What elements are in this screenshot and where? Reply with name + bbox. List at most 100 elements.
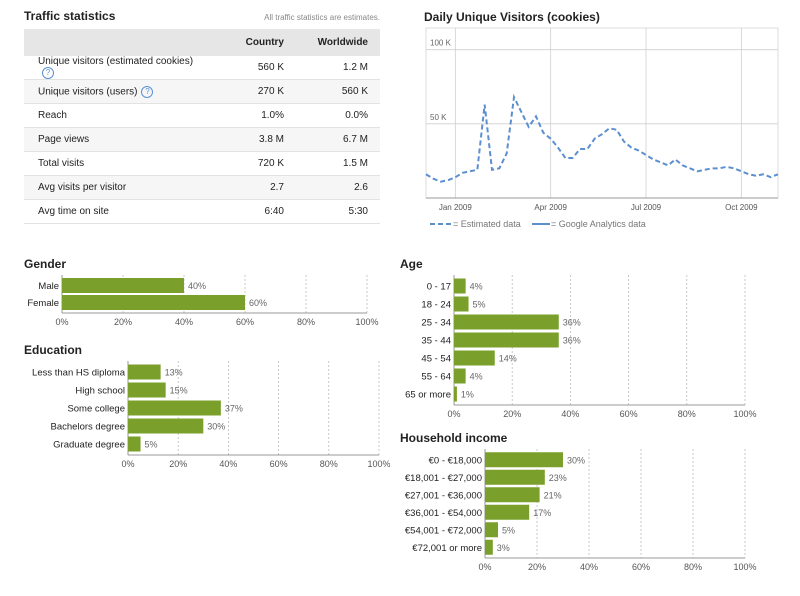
category-label: 35 - 44 xyxy=(421,336,451,347)
bar-value-label: 23% xyxy=(549,473,567,483)
category-label: 25 - 34 xyxy=(421,318,451,329)
bar xyxy=(454,296,469,312)
bar-value-label: 5% xyxy=(473,300,486,310)
bar xyxy=(485,522,498,538)
plot-frame xyxy=(425,27,779,199)
household-income-chart: Household income 0% 20% 40% 60% 80% 100% €0 - €… xyxy=(400,431,757,572)
category-label: 0 - 17 xyxy=(427,282,451,293)
bar-value-label: 4% xyxy=(470,282,483,292)
bar-value-label: 5% xyxy=(502,525,515,535)
country-value: 270 K xyxy=(214,79,296,104)
category-label: Male xyxy=(38,281,59,292)
help-icon[interactable]: ? xyxy=(141,85,154,98)
category-label: 55 - 64 xyxy=(421,372,451,383)
x-tick-label: 60% xyxy=(632,562,650,572)
bar xyxy=(454,278,466,294)
col-worldwide: Worldwide xyxy=(296,29,380,56)
bar xyxy=(485,504,530,520)
bar xyxy=(485,469,545,485)
chart-title: Gender xyxy=(24,257,66,271)
chart-title: Education xyxy=(24,343,82,357)
table-row: Total visits 720 K 1.5 M xyxy=(24,151,380,176)
x-tick-label: 0% xyxy=(478,562,491,572)
bar xyxy=(454,386,457,402)
row-label-text: Total visits xyxy=(38,158,85,169)
bar-value-label: 1% xyxy=(461,390,474,400)
bar-value-label: 36% xyxy=(563,318,581,328)
x-tick-label: 20% xyxy=(503,409,521,419)
bar xyxy=(454,368,466,384)
education-chart: Education 0% 20% 40% 60% 80% 100% Less than HS … xyxy=(24,343,390,469)
worldwide-value: 1.2 M xyxy=(296,56,380,80)
x-tick-label: 100% xyxy=(355,317,378,327)
bar xyxy=(128,436,141,452)
row-label-text: Page views xyxy=(38,134,90,145)
help-icon[interactable]: ? xyxy=(42,67,54,79)
table-row: Avg visits per visitor 2.7 2.6 xyxy=(24,175,380,200)
country-value: 1.0% xyxy=(214,103,296,128)
category-label: €27,001 - €36,000 xyxy=(405,490,482,501)
x-tick-label: 100% xyxy=(367,459,390,469)
row-label: Unique visitors (estimated cookies)? xyxy=(24,56,214,80)
category-label: €72,001 or more xyxy=(412,543,482,554)
age-chart: Age 0% 20% 40% 60% 80% 100% 0 - 17 4% 18 - 24 5% 25… xyxy=(400,257,757,419)
series-line-estimated xyxy=(425,93,779,183)
chart-title: Age xyxy=(400,257,423,271)
worldwide-value: 6.7 M xyxy=(296,127,380,152)
table-row: Unique visitors (estimated cookies)? 560 … xyxy=(24,56,380,80)
x-tick-label: 20% xyxy=(169,459,187,469)
col-country: Country xyxy=(214,29,296,56)
category-label: €0 - €18,000 xyxy=(429,455,482,466)
x-tick-label: 80% xyxy=(678,409,696,419)
row-label: Reach xyxy=(24,103,214,128)
daily-visitors-chart: Daily Unique Visitors (cookies) 50 K 100 K… xyxy=(424,10,779,229)
x-tick-label: 60% xyxy=(270,459,288,469)
x-tick-label: 0% xyxy=(121,459,134,469)
category-label: €18,001 - €27,000 xyxy=(405,473,482,484)
bar xyxy=(454,332,559,348)
legend-estimated: = Estimated data xyxy=(453,219,521,229)
country-value: 6:40 xyxy=(214,199,296,224)
x-tick-label: 60% xyxy=(620,409,638,419)
bar-value-label: 36% xyxy=(563,336,581,346)
worldwide-value: 2.6 xyxy=(296,175,380,200)
category-label: Graduate degree xyxy=(53,440,125,451)
x-tick-label: 40% xyxy=(580,562,598,572)
bar xyxy=(454,314,559,330)
x-tick-label: 60% xyxy=(236,317,254,327)
category-label: High school xyxy=(75,386,125,397)
bar-value-label: 3% xyxy=(497,543,510,553)
x-tick-label: 80% xyxy=(297,317,315,327)
bar-value-label: 4% xyxy=(470,372,483,382)
worldwide-value: 1.5 M xyxy=(296,151,380,176)
bar-value-label: 13% xyxy=(165,368,183,378)
row-label: Page views xyxy=(24,127,214,152)
bar xyxy=(62,278,184,293)
chart-title: Household income xyxy=(400,431,508,445)
bar xyxy=(128,382,166,398)
chart-title: Daily Unique Visitors (cookies) xyxy=(424,10,600,24)
x-tick-label: 0% xyxy=(447,409,460,419)
row-label-text: Avg time on site xyxy=(38,206,109,217)
category-label: Female xyxy=(27,298,59,309)
table-header: Country Worldwide xyxy=(24,29,380,56)
category-label: Bachelors degree xyxy=(51,422,125,433)
category-label: €54,001 - €72,000 xyxy=(405,525,482,536)
y-tick-label: 50 K xyxy=(430,113,447,122)
bar xyxy=(485,487,540,503)
table-row: Unique visitors (users)? 270 K 560 K xyxy=(24,79,380,104)
row-label: Unique visitors (users)? xyxy=(24,79,214,104)
bar-value-label: 5% xyxy=(145,440,158,450)
worldwide-value: 5:30 xyxy=(296,199,380,224)
bar xyxy=(128,364,161,380)
worldwide-value: 0.0% xyxy=(296,103,380,128)
row-label: Total visits xyxy=(24,151,214,176)
traffic-note: All traffic statistics are estimates. xyxy=(264,13,380,22)
row-label-text: Reach xyxy=(38,110,67,121)
x-tick-label: 100% xyxy=(733,562,756,572)
bar-value-label: 37% xyxy=(225,404,243,414)
bar-value-label: 60% xyxy=(249,298,267,308)
bar-value-label: 30% xyxy=(207,422,225,432)
x-tick-label: Jan 2009 xyxy=(439,203,472,212)
category-label: 65 or more xyxy=(405,390,451,401)
